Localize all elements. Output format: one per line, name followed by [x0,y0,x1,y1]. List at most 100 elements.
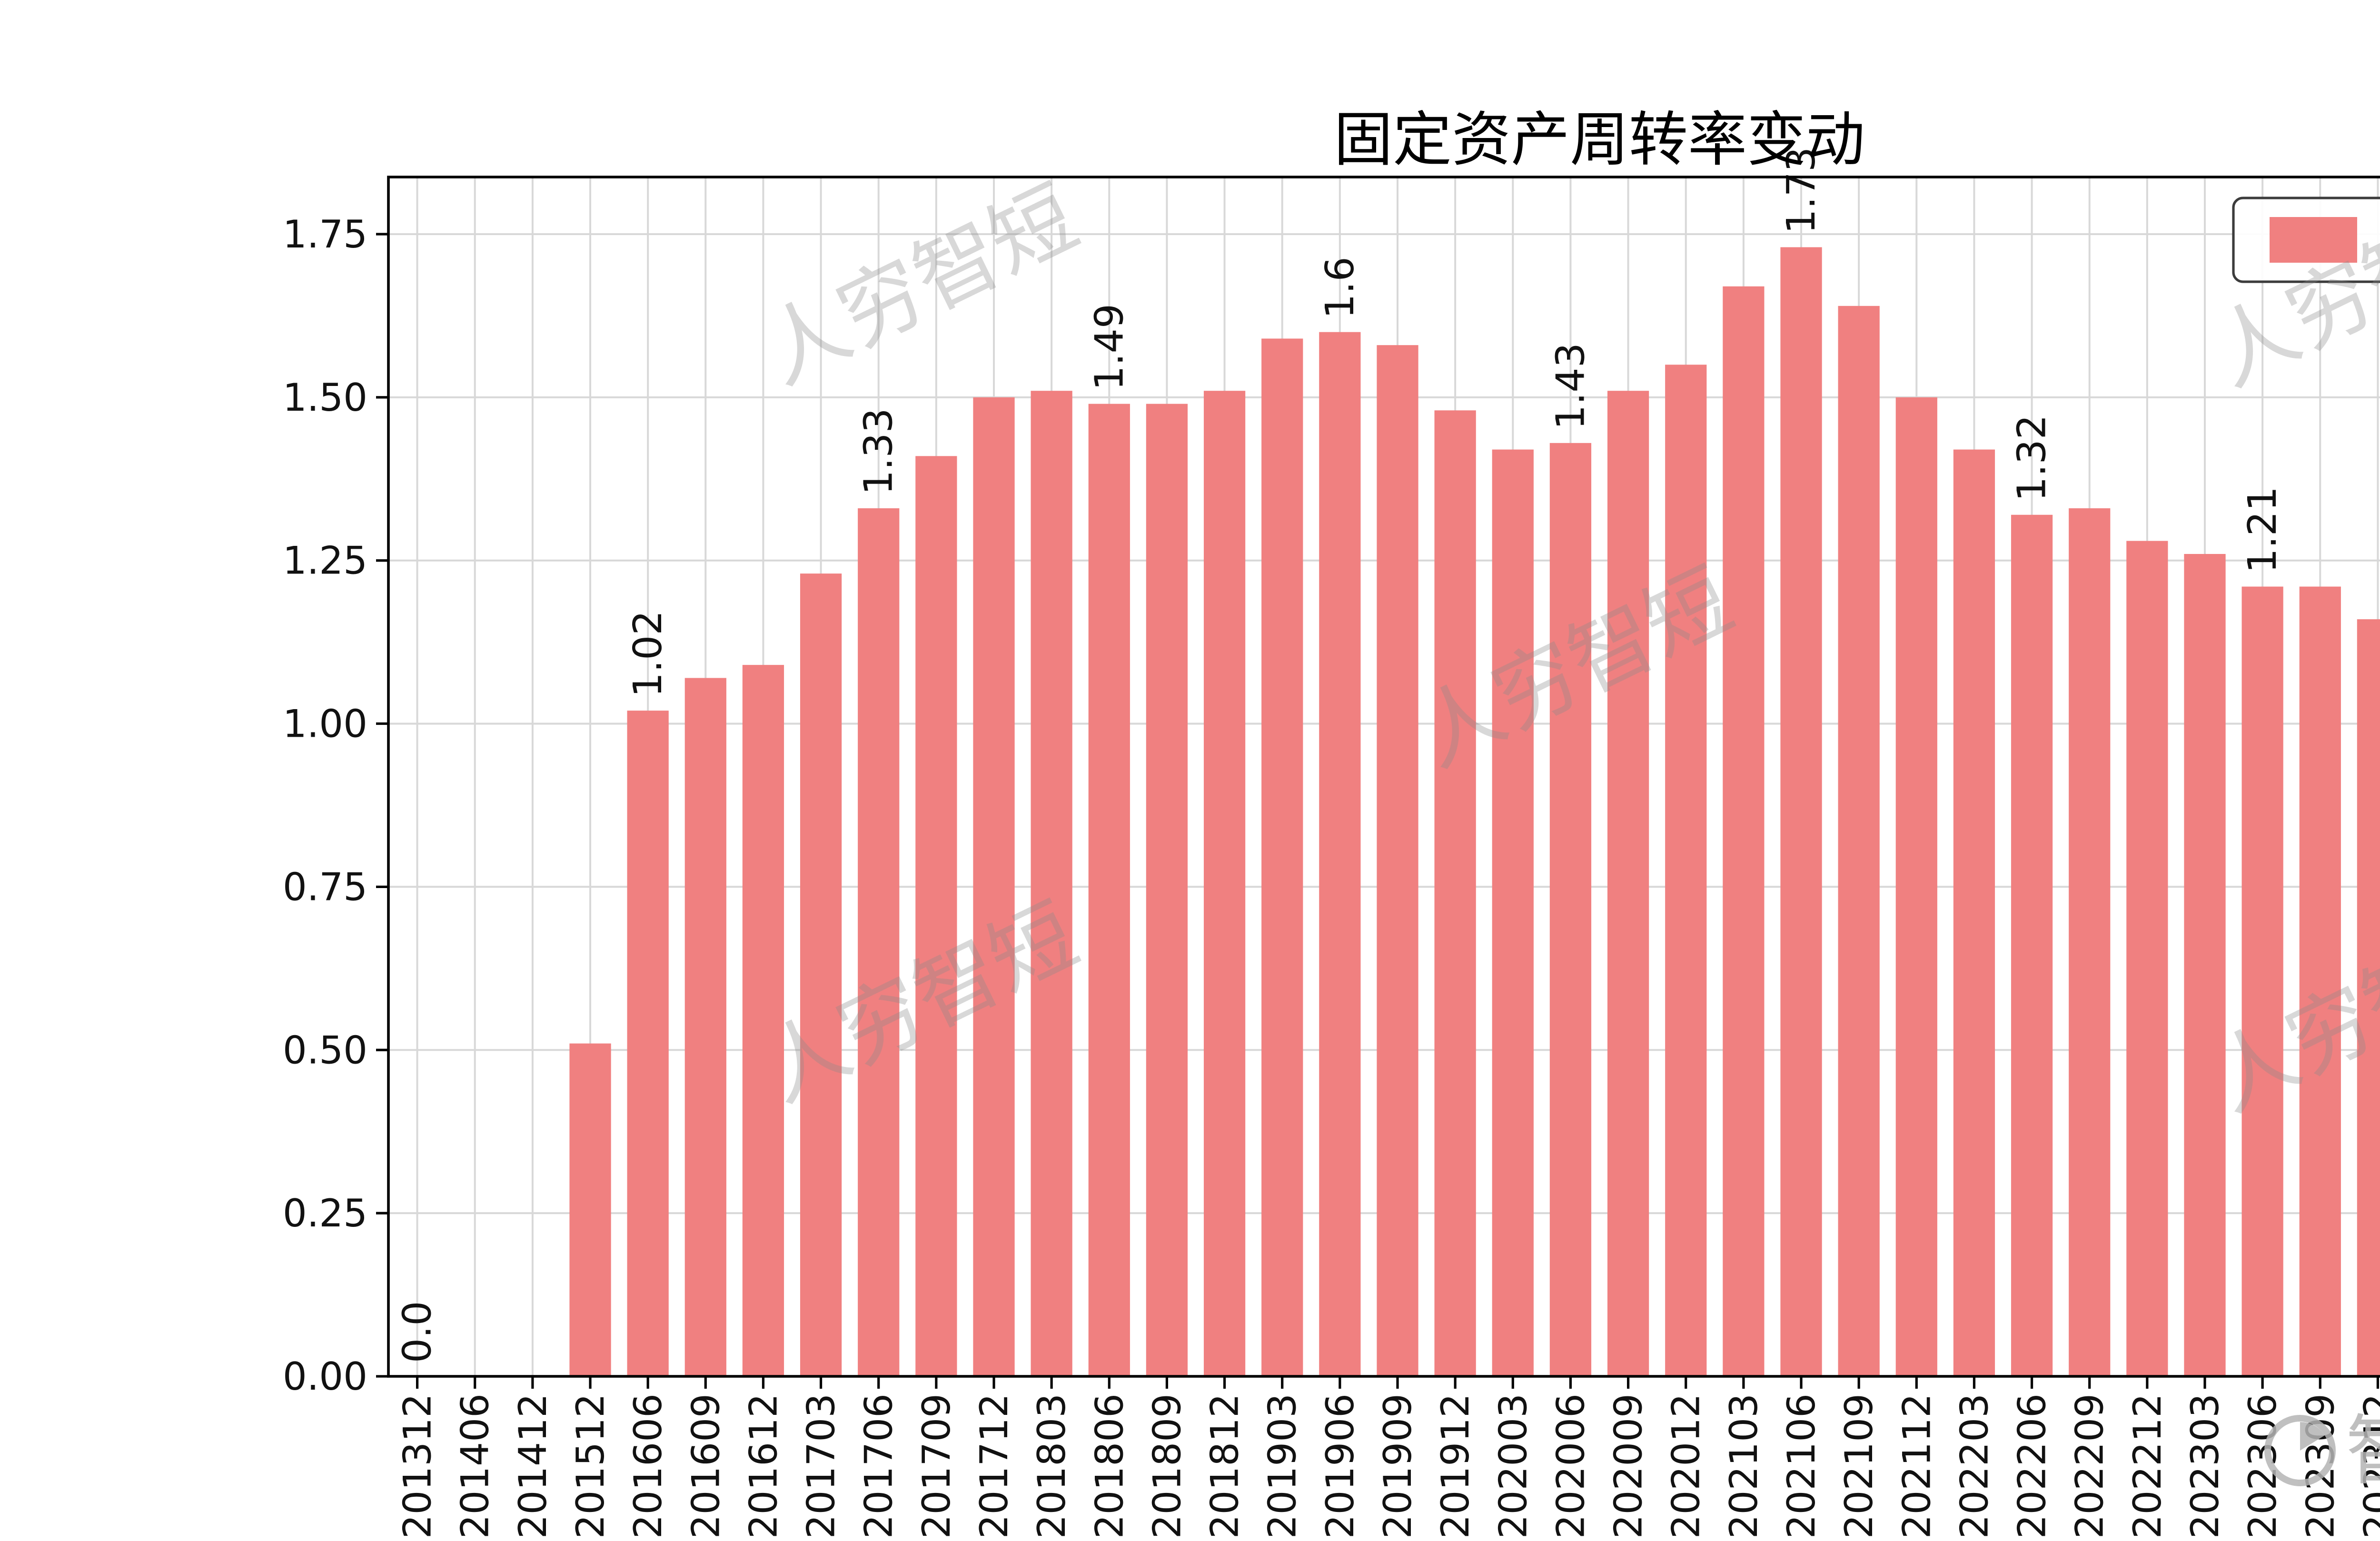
x-tick-label: 201812 [1203,1393,1247,1539]
x-tick-label: 201903 [1260,1393,1305,1539]
x-tick-label: 201412 [511,1393,555,1539]
bar-annotation: 0.0 [395,1301,440,1363]
bar [1434,410,1476,1376]
bar-annotation: 1.49 [1087,304,1132,391]
x-tick-label: 201909 [1376,1393,1420,1539]
x-tick-label: 201912 [1433,1393,1478,1539]
bar [1723,286,1765,1376]
x-tick-label: 201312 [396,1393,440,1539]
y-tick-label: 0.00 [283,1354,367,1399]
bar-annotation: 1.32 [2010,415,2055,502]
brand-logo-icon [2264,1415,2336,1486]
chart-title: 固定资产周转率变动 [1334,106,1865,174]
bar [569,1043,611,1376]
x-tick-label: 202106 [1779,1393,1824,1539]
x-tick-label: 202112 [1894,1393,1939,1539]
x-tick-label: 201709 [914,1393,959,1539]
bar [684,678,726,1376]
x-tick-label: 202103 [1722,1393,1766,1539]
bar [2241,586,2283,1376]
bar [2357,619,2380,1376]
bar [1492,449,1534,1376]
x-tick-label: 201806 [1087,1393,1131,1539]
bar [2126,541,2168,1376]
y-tick-labels: 0.00 0.25 0.50 0.75 1.00 1.25 1.50 1.75 [283,212,367,1399]
bar-annotation: 1.02 [625,611,671,698]
bar [1261,338,1303,1377]
bar-annotation: 1.6 [1318,257,1363,318]
bar-annotation: 1.73 [1779,147,1824,234]
legend: 固定资产周转率 [2232,197,2380,283]
plot-border [387,176,2380,1378]
x-tick-label: 201406 [453,1393,497,1539]
x-tick-label: 201712 [972,1393,1016,1539]
bar [858,508,900,1376]
x-tick-label: 202109 [1837,1393,1881,1539]
x-tick-label: 202006 [1548,1393,1593,1539]
y-tick-label: 1.25 [283,539,367,583]
bar [1203,391,1246,1377]
x-tick-label: 202212 [2125,1393,2170,1539]
y-tick-label: 0.75 [283,865,367,909]
x-tick-label: 202206 [2010,1393,2054,1539]
x-tick-labels: 201312 201406 201412 201512 201606 201609 2016… [396,1393,2380,1539]
x-tick-label: 202303 [2183,1393,2227,1539]
x-tick-label: 202203 [1952,1393,1996,1539]
y-tick-label: 1.50 [283,375,367,420]
brand-watermark: 智球 人穷智短 [2264,1406,2380,1495]
tick-marks [376,233,2380,1389]
x-tick-label: 201609 [684,1393,728,1539]
x-tick-label: 201612 [741,1393,785,1539]
chart-plot-area: 0.01.021.331.491.61.431.731.321.211.121.… [283,147,2380,1539]
x-tick-label: 201906 [1318,1393,1362,1539]
y-tick-label: 0.50 [283,1028,367,1072]
bar [1549,443,1592,1376]
bar [627,711,669,1376]
bar [800,573,842,1376]
bar [1953,449,1995,1376]
brand-name: 智球 [2346,1406,2380,1495]
bar [1319,332,1361,1376]
bar [2299,586,2341,1376]
x-tick-label: 202009 [1606,1393,1651,1539]
bar [1146,404,1188,1376]
bar [1665,365,1707,1376]
y-tick-label: 0.25 [283,1191,367,1235]
x-tick-label: 201803 [1030,1393,1074,1539]
bar [2069,508,2111,1376]
bar-annotation: 1.43 [1548,343,1593,430]
legend-swatch [2270,217,2357,263]
y-tick-label: 1.00 [283,702,367,746]
y-tick-label: 1.75 [283,212,367,257]
x-tick-label: 202209 [2068,1393,2112,1539]
brand-logo-icon [2300,1422,2325,1451]
bar [2011,514,2053,1376]
bar [973,397,1015,1376]
bar [915,456,957,1376]
bar [1780,247,1822,1377]
x-tick-label: 202012 [1664,1393,1708,1539]
bar [1088,404,1130,1376]
watermark-text: 人穷智短 [747,168,1091,403]
bar [2184,554,2226,1376]
bar [1838,306,1880,1376]
bar-annotation: 1.21 [2240,486,2285,573]
x-tick-label: 201512 [568,1393,613,1539]
bar-annotation: 1.33 [856,408,902,495]
x-tick-label: 201703 [799,1393,843,1539]
x-tick-label: 202312 [2356,1393,2380,1539]
bar-annotations: 0.01.021.331.491.61.431.731.321.211.121.… [395,147,2286,1363]
x-tick-label: 201706 [857,1393,901,1539]
bar [1895,397,1937,1376]
bar [1377,345,1418,1377]
bar [1031,391,1072,1377]
bars [569,247,2380,1377]
bar [742,665,784,1376]
x-tick-label: 202306 [2241,1393,2285,1539]
x-tick-label: 201809 [1145,1393,1189,1539]
bar [1607,391,1649,1377]
x-tick-label: 201606 [626,1393,670,1539]
x-tick-label: 202003 [1491,1393,1535,1539]
